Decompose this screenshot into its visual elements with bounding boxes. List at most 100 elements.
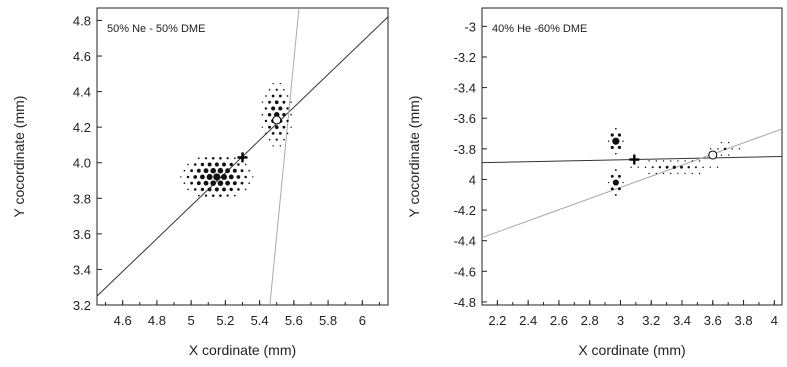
data-point: [290, 101, 292, 103]
x-tick-label: 4.6: [114, 313, 132, 328]
x-tick-label: 6: [359, 313, 366, 328]
data-point: [716, 166, 719, 168]
data-point: [268, 138, 271, 141]
data-point: [229, 162, 233, 167]
data-point: [222, 162, 226, 167]
data-point: [278, 94, 282, 98]
data-point: [210, 180, 217, 186]
data-point: [222, 187, 226, 192]
data-point: [268, 100, 271, 104]
data-point: [275, 138, 278, 141]
data-point: [677, 160, 679, 162]
data-point: [271, 94, 275, 98]
data-point: [622, 181, 624, 184]
data-point: [252, 176, 254, 178]
data-point: [210, 167, 217, 174]
axis-ticks: 4.6 4.8 5 5.2 5.4 5.6 5.8 6 3.2 3.4 3.6 3.8 4.0 4.2 4.…: [73, 13, 380, 328]
y-tick-label: 4.2: [73, 120, 91, 135]
data-point: [617, 133, 622, 137]
open-circle-marker: [272, 115, 282, 125]
x-tick-label: 3: [617, 313, 624, 328]
y-tick-label: -4.4: [454, 234, 476, 249]
data-point: [670, 160, 672, 162]
data-point: [204, 194, 208, 197]
data-point: [203, 168, 209, 174]
data-point: [658, 166, 662, 169]
data-point: [282, 112, 286, 117]
plot-area: [482, 127, 782, 239]
data-point: [264, 107, 268, 110]
data-point: [274, 100, 279, 105]
data-point: [267, 112, 272, 117]
data-point: [648, 160, 650, 162]
data-point: [290, 113, 292, 116]
data-point: [240, 181, 244, 185]
data-point: [282, 100, 286, 104]
chart-panel-right: 40% He -60% DME 2.2 2.4 2.6 2.8 3 3.2 3.4 3.6 3.…: [406, 7, 783, 358]
data-point: [694, 166, 697, 169]
data-point: [211, 194, 215, 197]
data-point: [610, 187, 614, 191]
data-point: [607, 181, 610, 184]
data-point: [610, 133, 614, 137]
y-tick-label: 3.2: [73, 298, 91, 313]
data-point: [211, 156, 215, 160]
data-point: [655, 172, 658, 175]
data-point: [244, 163, 247, 166]
y-tick-label: 3.4: [73, 262, 91, 277]
data-point: [717, 148, 719, 150]
data-point: [637, 166, 640, 168]
data-point: [217, 167, 224, 174]
data-point: [236, 175, 241, 179]
data-point: [612, 179, 619, 186]
data-point: [199, 174, 205, 180]
data-point: [672, 165, 676, 169]
data-point: [193, 188, 197, 191]
data-point: [203, 180, 209, 186]
data-point: [282, 125, 286, 129]
data-point: [702, 166, 704, 168]
x-tick-label: 5.8: [319, 313, 337, 328]
x-axis-label: X cordinate (mm): [578, 342, 685, 358]
data-point: [278, 106, 283, 111]
data-point: [233, 157, 236, 160]
data-point: [720, 141, 723, 144]
centroid-cross-marker: [237, 152, 248, 163]
data-point: [698, 160, 701, 162]
data-point: [271, 132, 275, 135]
data-point: [286, 95, 289, 97]
data-point: [614, 194, 617, 196]
data-point: [229, 187, 233, 192]
data-point: [662, 172, 665, 175]
y-tick-label: 4: [469, 172, 476, 187]
data-point: [261, 126, 264, 128]
x-tick-label: 2.4: [519, 313, 537, 328]
data-point: [221, 173, 228, 180]
x-tick-label: 5.4: [251, 313, 269, 328]
x-tick-label: 4.8: [148, 313, 166, 328]
data-point: [200, 162, 205, 167]
data-point: [272, 82, 274, 85]
data-point: [197, 194, 200, 197]
data-point: [244, 175, 247, 179]
data-point: [614, 169, 617, 171]
data-point: [670, 172, 672, 175]
data-point: [196, 168, 201, 173]
x-tick-label: 3.8: [734, 313, 752, 328]
data-point: [237, 188, 240, 191]
fit-line-2: [482, 128, 782, 239]
data-point: [723, 147, 727, 151]
data-point: [180, 176, 182, 178]
data-point: [709, 166, 712, 168]
data-point: [615, 152, 617, 155]
data-point: [286, 107, 289, 110]
centroid-cross-marker: [629, 154, 640, 165]
data-point: [233, 194, 236, 197]
x-tick-label: 3.6: [704, 313, 722, 328]
x-tick-label: 2.6: [550, 313, 568, 328]
x-tick-label: 5.6: [285, 313, 303, 328]
data-point: [183, 182, 186, 185]
data-point: [286, 132, 289, 135]
y-tick-label: 3.6: [73, 227, 91, 242]
data-point: [275, 88, 278, 91]
